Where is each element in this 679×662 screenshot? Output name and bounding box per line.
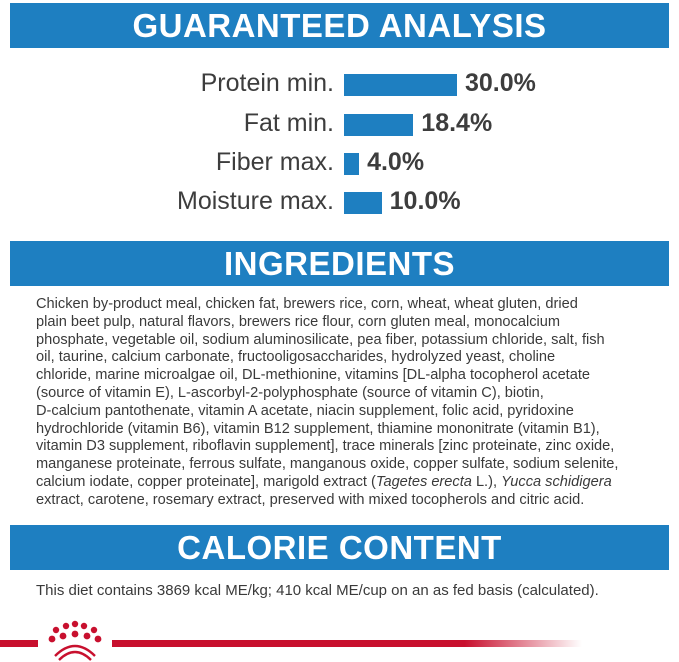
- ingredients-line: Chicken by-product meal, chicken fat, br…: [36, 296, 578, 312]
- brand-rule-right: [112, 640, 582, 647]
- ingredients-line: D-calcium pantothenate, vitamin A acetat…: [36, 402, 574, 419]
- analysis-row: Protein min. 30.0%: [0, 69, 679, 98]
- analysis-label: Fiber max.: [215, 148, 334, 176]
- ingredients-text: L.),: [471, 473, 502, 490]
- ingredients-line: vitamin D3 supplement, riboflavin supple…: [36, 438, 615, 455]
- analysis-bar: [344, 114, 414, 136]
- ingredients-line: manganese proteinate, ferrous sulfate, m…: [36, 456, 619, 473]
- ingredients-line: calcium iodate, copper proteinate], mari…: [36, 474, 666, 492]
- analysis-value: 4.0%: [367, 148, 425, 176]
- analysis-row: Fat min. 18.4%: [0, 109, 679, 138]
- ingredients-line: plain beet pulp, natural flavors, brewer…: [36, 313, 561, 330]
- brand-rule-left: [0, 640, 38, 647]
- ingredients-list: Chicken by-product meal, chicken fat, br…: [36, 296, 666, 510]
- calorie-content-text: This diet contains 3869 kcal ME/kg; 410 …: [36, 582, 599, 599]
- ingredients-italic: Tagetes erecta: [375, 473, 472, 490]
- analysis-row: Moisture max. 10.0%: [0, 187, 679, 216]
- analysis-value: 10.0%: [389, 187, 461, 215]
- analysis-label: Protein min.: [200, 69, 334, 97]
- analysis-label: Fat min.: [243, 109, 334, 137]
- analysis-value: 30.0%: [465, 69, 536, 97]
- ingredients-line: chloride, marine microalgae oil, DL-meth…: [36, 367, 591, 384]
- analysis-value: 18.4%: [421, 109, 493, 137]
- ingredients-line: phosphate, vegetable oil, sodium alumino…: [36, 331, 605, 348]
- calorie-content-header: CALORIE CONTENT: [10, 525, 669, 570]
- ingredients-text: calcium iodate, copper proteinate], mari…: [36, 473, 376, 490]
- ingredients-italic: Yucca schidigera: [501, 473, 612, 490]
- ingredients-line: (source of vitamin E), L-ascorbyl-2-poly…: [36, 384, 544, 401]
- analysis-row: Fiber max. 4.0%: [0, 148, 679, 177]
- analysis-bar: [344, 192, 382, 214]
- ingredients-line: oil, taurine, calcium carbonate, fructoo…: [36, 349, 556, 366]
- analysis-bar: [344, 74, 457, 96]
- guaranteed-analysis-header: GUARANTEED ANALYSIS: [10, 3, 669, 48]
- ingredients-line: extract, carotene, rosemary extract, pre…: [36, 491, 585, 508]
- royal-canin-crown-logo: [48, 620, 102, 661]
- analysis-bar: [344, 153, 360, 175]
- ingredients-line: hydrochloride (vitamin B6), vitamin B12 …: [36, 420, 600, 437]
- analysis-label: Moisture max.: [177, 187, 334, 215]
- ingredients-header: INGREDIENTS: [10, 241, 669, 286]
